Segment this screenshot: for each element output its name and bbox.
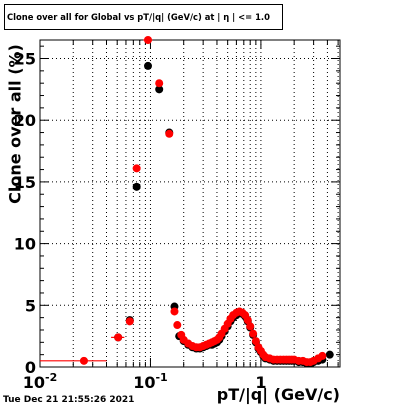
y-tick-label: 0 xyxy=(25,358,36,377)
y-tick-label: 15 xyxy=(14,173,36,192)
data-point-black xyxy=(132,182,141,191)
grid-lines xyxy=(40,40,340,367)
y-tick-label: 10 xyxy=(14,235,36,254)
x-tick-label: 10-2 xyxy=(23,371,58,392)
x-axis-label: pT/|q| (GeV/c) xyxy=(216,385,340,404)
error-bars xyxy=(40,39,153,362)
y-tick-label: 5 xyxy=(25,296,36,315)
y-tick-label: 25 xyxy=(14,50,36,69)
data-point-red xyxy=(125,317,134,326)
data-point-red xyxy=(173,321,182,330)
data-point-red xyxy=(132,164,141,173)
x-tick-label: 1 xyxy=(255,373,266,392)
data-point-red xyxy=(318,351,327,360)
data-point-red xyxy=(143,36,152,44)
y-tick-label: 20 xyxy=(14,111,36,130)
data-point-red xyxy=(114,333,123,342)
data-point-red xyxy=(170,307,179,316)
data-point-black xyxy=(155,85,164,94)
data-point-red xyxy=(249,329,258,338)
axis-ticks xyxy=(39,40,340,368)
data-point-red xyxy=(246,322,255,331)
data-point-black xyxy=(143,61,152,70)
plot-frame xyxy=(39,39,341,368)
data-point-red xyxy=(79,356,88,365)
data-point-red xyxy=(165,129,174,138)
data-point-red xyxy=(155,79,164,88)
data-point-black xyxy=(325,350,334,359)
chart-title: Clone over all for Global vs pT/|q| (GeV… xyxy=(4,4,283,30)
timestamp: Tue Dec 21 21:55:26 2021 xyxy=(3,395,135,405)
x-tick-label: 10-1 xyxy=(133,371,168,392)
y-tick-labels: 0 5 10 15 20 25 xyxy=(14,50,36,377)
data-point-red xyxy=(251,337,260,346)
x-tick-labels: 10-2 10-1 1 xyxy=(23,371,267,392)
data-points xyxy=(79,36,334,368)
data-point-red xyxy=(243,316,252,325)
